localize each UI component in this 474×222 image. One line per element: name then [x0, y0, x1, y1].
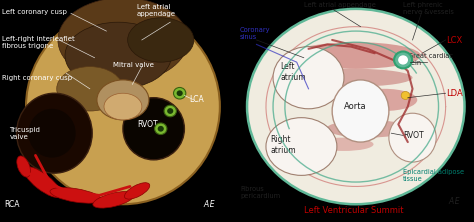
Circle shape [164, 105, 176, 117]
Text: Right coronary cusp: Right coronary cusp [2, 75, 73, 81]
Text: Left atrial appendage: Left atrial appendage [304, 2, 376, 8]
Text: Left-right interleaflet
fibrous trigone: Left-right interleaflet fibrous trigone [2, 36, 75, 49]
Circle shape [177, 90, 183, 96]
Text: RVOT: RVOT [403, 131, 424, 140]
Text: Mitral valve: Mitral valve [113, 62, 155, 68]
Text: Fibrous
pericardium: Fibrous pericardium [240, 186, 280, 200]
Ellipse shape [125, 183, 150, 199]
Ellipse shape [351, 89, 417, 111]
Ellipse shape [326, 120, 409, 138]
Text: LDA: LDA [446, 89, 462, 98]
Ellipse shape [128, 18, 194, 62]
Text: RCA: RCA [5, 200, 20, 209]
Text: A E: A E [448, 197, 460, 206]
Text: Right
atrium: Right atrium [271, 135, 296, 155]
Text: Left atrial
appendage: Left atrial appendage [137, 4, 176, 18]
Ellipse shape [17, 156, 30, 177]
Ellipse shape [332, 80, 389, 142]
Text: LCX: LCX [446, 36, 462, 45]
Ellipse shape [93, 192, 134, 208]
Text: Great cardiac
vein: Great cardiac vein [408, 53, 453, 66]
Circle shape [398, 55, 408, 65]
Ellipse shape [104, 93, 142, 120]
Circle shape [173, 87, 186, 99]
Ellipse shape [314, 138, 374, 151]
Ellipse shape [273, 47, 344, 109]
Text: RVOT: RVOT [137, 120, 158, 129]
Text: Tricuspid
valve: Tricuspid valve [9, 127, 40, 140]
Ellipse shape [58, 0, 188, 82]
Ellipse shape [50, 188, 101, 203]
Text: Aorta: Aorta [344, 102, 366, 111]
Ellipse shape [389, 113, 436, 162]
Circle shape [401, 91, 410, 99]
Ellipse shape [26, 9, 220, 204]
Text: Coronary
sinus: Coronary sinus [240, 27, 271, 40]
Ellipse shape [247, 9, 465, 204]
Ellipse shape [28, 109, 76, 158]
Ellipse shape [266, 118, 337, 175]
Text: Left coronary cusp: Left coronary cusp [2, 9, 67, 15]
Text: A E: A E [203, 200, 215, 209]
Ellipse shape [291, 42, 421, 69]
Circle shape [158, 126, 164, 132]
Ellipse shape [123, 98, 184, 160]
Text: Left
atrium: Left atrium [280, 62, 306, 81]
Ellipse shape [57, 67, 123, 111]
Ellipse shape [17, 93, 92, 173]
Text: LCA: LCA [189, 95, 204, 105]
Ellipse shape [24, 166, 62, 198]
Ellipse shape [299, 69, 412, 87]
Text: Left Ventricular Summit: Left Ventricular Summit [304, 206, 403, 216]
Circle shape [155, 123, 167, 135]
Ellipse shape [65, 22, 172, 89]
Text: Epicardial adipose
tissue: Epicardial adipose tissue [403, 169, 464, 182]
Text: Left phrenic
nerve &vessels: Left phrenic nerve &vessels [403, 2, 454, 15]
Circle shape [394, 52, 412, 68]
Circle shape [167, 108, 173, 114]
Ellipse shape [97, 80, 149, 120]
